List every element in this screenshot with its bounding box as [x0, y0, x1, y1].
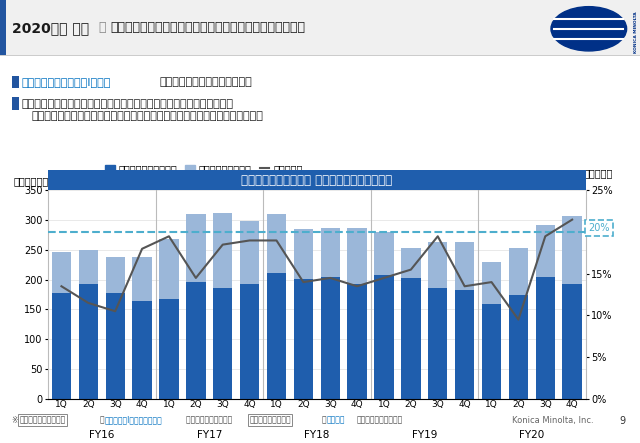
Bar: [159, 239, 179, 299]
Text: KONICA MINOLTA: KONICA MINOLTA: [634, 12, 638, 53]
Bar: [321, 228, 340, 277]
Text: ※: ※: [12, 416, 20, 424]
Bar: [132, 256, 152, 300]
Bar: [374, 232, 394, 275]
Bar: [79, 250, 98, 284]
Text: 材料・コンポーネント: 材料・コンポーネント: [19, 416, 65, 424]
Text: 計測機器は、高付加価値ディスプレイ産業の深耕とリサイクル・食品・: 計測機器は、高付加価値ディスプレイ産業の深耕とリサイクル・食品・: [22, 99, 234, 109]
Text: 計測機器・機能材料・Iコンポ: 計測機器・機能材料・Iコンポ: [22, 77, 111, 87]
Text: FY18: FY18: [304, 430, 330, 439]
Text: 、光学コンポーネント: 、光学コンポーネント: [186, 416, 234, 424]
Bar: [132, 300, 152, 399]
Text: 、映像ソリューション: 、映像ソリューション: [356, 416, 403, 424]
Bar: [455, 242, 474, 290]
Text: 営業利益率: 営業利益率: [583, 168, 612, 178]
Bar: [509, 295, 528, 399]
Bar: [294, 229, 313, 279]
Text: ：: ：: [99, 416, 104, 424]
Bar: [509, 248, 528, 295]
Bar: [321, 277, 340, 399]
Text: FY17: FY17: [196, 430, 222, 439]
Bar: [482, 303, 501, 399]
Text: 9: 9: [620, 416, 626, 426]
Bar: [348, 284, 367, 399]
Text: FY19: FY19: [412, 430, 437, 439]
Bar: [536, 277, 555, 399]
Bar: [455, 290, 474, 399]
Text: 20%: 20%: [588, 223, 610, 233]
Bar: [348, 228, 367, 284]
Bar: [213, 288, 232, 399]
Bar: [52, 253, 71, 293]
Text: FY20: FY20: [519, 430, 545, 439]
Text: ｜: ｜: [98, 21, 106, 35]
Legend: 材料・コンポーネント, 産業用光学システム, 営業利益率: 材料・コンポーネント, 産業用光学システム, 営業利益率: [101, 160, 307, 178]
Text: 産業用材料・機器事業 売上高／営業利益率推移: 産業用材料・機器事業 売上高／営業利益率推移: [241, 174, 392, 187]
Text: 2020年度 業績: 2020年度 業績: [12, 21, 89, 35]
Bar: [267, 272, 286, 399]
Bar: [482, 262, 501, 303]
Text: 計測機器: 計測機器: [326, 416, 345, 424]
Text: 機能材料、Iコンポーネント: 機能材料、Iコンポーネント: [104, 416, 162, 424]
Text: 産業用材料・機器事業（旧セグメント）四半期売上高推移: 産業用材料・機器事業（旧セグメント）四半期売上高推移: [111, 21, 306, 35]
Text: ：: ：: [321, 416, 326, 424]
Bar: [240, 284, 259, 399]
Bar: [106, 256, 125, 293]
Bar: [563, 216, 582, 284]
Bar: [240, 221, 259, 284]
Bar: [186, 282, 205, 399]
Bar: [563, 284, 582, 399]
Bar: [159, 299, 179, 399]
Text: 産業用光学システム: 産業用光学システム: [250, 416, 291, 424]
Bar: [79, 284, 98, 399]
Bar: [374, 275, 394, 399]
Bar: [428, 288, 447, 399]
Bar: [401, 278, 420, 399]
Text: FY16: FY16: [89, 430, 115, 439]
Text: は売上増により利益率も向上。: は売上増により利益率も向上。: [159, 77, 252, 87]
Bar: [213, 213, 232, 288]
Bar: [106, 293, 125, 399]
Text: 売上高［億円］: 売上高［億円］: [13, 176, 54, 186]
Bar: [52, 293, 71, 399]
Bar: [401, 248, 420, 278]
Text: リモートセンシング・製薬等への新たな展開で売上利益の同時成長を目指す。: リモートセンシング・製薬等への新たな展開で売上利益の同時成長を目指す。: [32, 111, 264, 121]
Ellipse shape: [551, 7, 627, 51]
Bar: [186, 214, 205, 282]
Bar: [428, 241, 447, 288]
Bar: [267, 214, 286, 272]
Bar: [294, 279, 313, 399]
Text: Konica Minolta, Inc.: Konica Minolta, Inc.: [512, 416, 594, 424]
Bar: [536, 225, 555, 277]
